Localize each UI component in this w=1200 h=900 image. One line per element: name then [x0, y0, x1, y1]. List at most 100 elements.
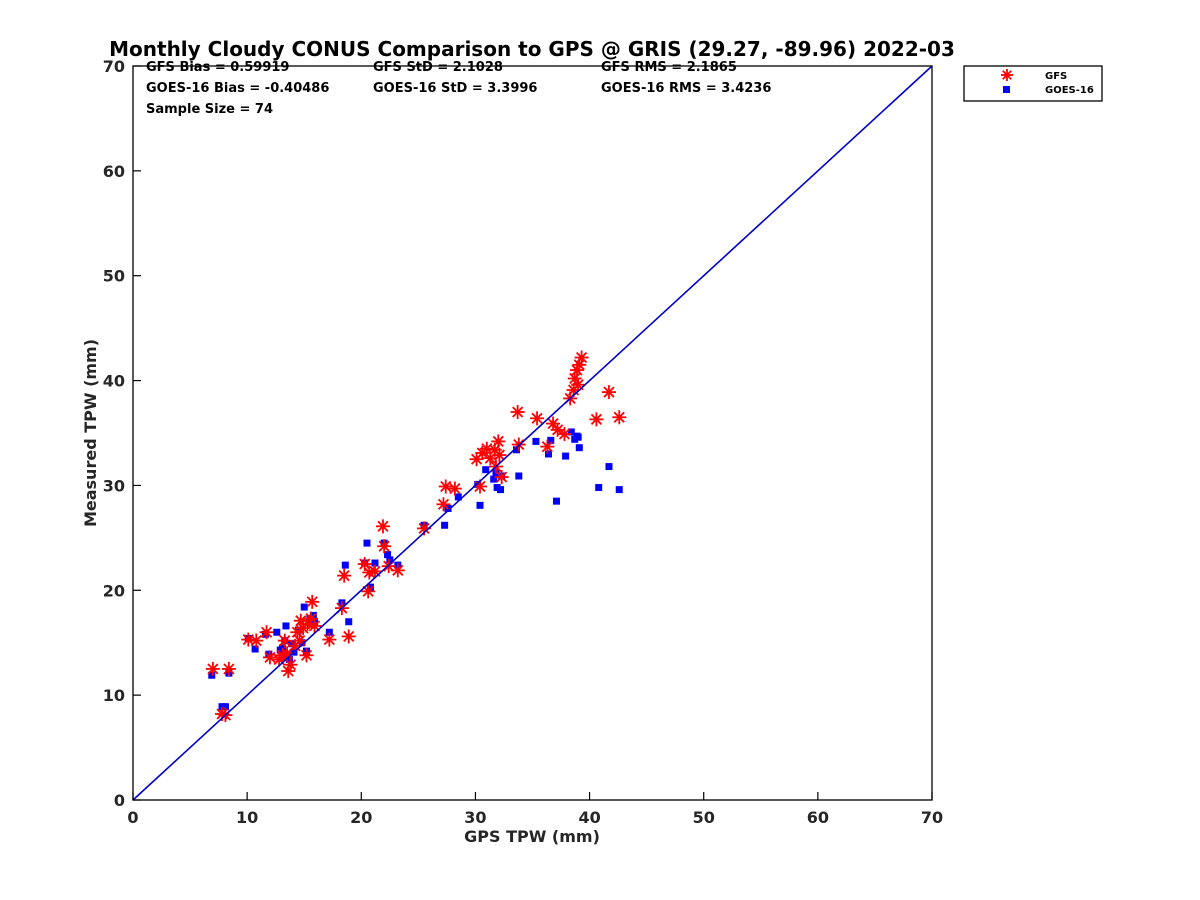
y-tick-label: 60	[103, 162, 125, 181]
goes16-point	[575, 444, 583, 452]
y-tick-label: 40	[103, 372, 125, 391]
gfs-point	[510, 405, 525, 420]
y-tick-label: 20	[103, 581, 125, 600]
legend-goes-marker	[1003, 86, 1010, 93]
legend: GFS GOES-16	[963, 65, 1103, 102]
plot-area	[132, 65, 933, 801]
gfs-rms-label: GFS RMS = 2.1865	[601, 60, 737, 75]
goes-rms-label: GOES-16 RMS = 3.4236	[601, 81, 771, 96]
x-axis-label: GPS TPW (mm)	[464, 827, 600, 846]
gfs-point	[304, 611, 319, 626]
one-to-one-line	[132, 65, 933, 801]
goes16-point	[386, 556, 394, 564]
x-tick-label: 50	[693, 808, 715, 827]
gfs-point	[277, 633, 292, 648]
y-tick-label: 0	[114, 791, 125, 810]
gfs-point	[299, 648, 314, 663]
gfs-point	[283, 657, 298, 672]
y-tick-label: 70	[103, 57, 125, 76]
gfs-point	[492, 448, 507, 463]
gfs-point	[361, 584, 376, 599]
goes16-point	[615, 486, 623, 494]
x-axis: 0 10 20 30 40 50 60 70	[127, 792, 943, 827]
gfs-point	[571, 377, 586, 392]
data-marks	[205, 350, 627, 723]
chart-title: Monthly Cloudy CONUS Comparison to GPS @…	[109, 37, 955, 61]
gfs-point	[337, 568, 352, 583]
gfs-point	[367, 564, 382, 579]
gfs-point	[601, 385, 616, 400]
x-tick-label: 70	[921, 808, 943, 827]
goes16-point	[513, 446, 521, 454]
gfs-point	[377, 539, 392, 554]
y-tick-label: 10	[103, 686, 125, 705]
x-tick-label: 30	[464, 808, 486, 827]
goes16-point	[497, 486, 505, 494]
x-tick-label: 10	[236, 808, 258, 827]
gfs-point	[322, 632, 337, 647]
gfs-point	[557, 427, 572, 442]
goes16-point	[208, 671, 216, 679]
gfs-std-label: GFS StD = 2.1028	[373, 60, 503, 75]
gfs-point	[390, 563, 405, 578]
legend-gfs-label: GFS	[1045, 71, 1067, 82]
gfs-point	[259, 625, 274, 640]
goes16-point	[454, 493, 462, 501]
y-axis: 0 10 20 30 40 50 60 70	[103, 57, 141, 810]
gfs-point	[341, 629, 356, 644]
x-tick-label: 0	[127, 808, 138, 827]
goes16-point	[300, 603, 308, 611]
goes16-point	[441, 521, 449, 529]
gfs-point	[589, 412, 604, 427]
gfs-point	[292, 633, 307, 648]
gfs-point	[249, 633, 264, 648]
gfs-point	[221, 661, 236, 676]
goes16-point	[476, 501, 484, 509]
y-tick-label: 50	[103, 267, 125, 286]
goes16-point	[366, 583, 374, 591]
y-axis-label: Measured TPW (mm)	[81, 339, 100, 527]
goes16-point	[265, 650, 273, 658]
gfs-point	[375, 519, 390, 534]
gfs-point	[530, 411, 545, 426]
legend-box	[963, 65, 1103, 102]
axes-box	[132, 65, 933, 801]
x-tick-label: 60	[807, 808, 829, 827]
goes16-point	[547, 436, 555, 444]
gfs-point	[447, 481, 462, 496]
gfs-point	[494, 470, 509, 485]
goes16-point	[251, 645, 259, 653]
x-tick-label: 20	[350, 808, 372, 827]
goes16-point	[221, 703, 229, 711]
goes16-point	[574, 433, 582, 441]
gfs-point	[574, 350, 589, 365]
goes16-point	[288, 640, 296, 648]
goes16-point	[363, 539, 371, 547]
goes16-point	[567, 428, 575, 436]
goes16-point	[515, 472, 523, 480]
legend-goes-label: GOES-16	[1045, 85, 1094, 96]
gfs-point	[540, 439, 555, 454]
gfs-point	[436, 497, 451, 512]
x-tick-label: 40	[578, 808, 600, 827]
gfs-point	[491, 434, 506, 449]
goes16-point	[544, 450, 552, 458]
gfs-point	[305, 594, 320, 609]
goes-std-label: GOES-16 StD = 3.3996	[373, 81, 537, 96]
gfs-point	[205, 661, 220, 676]
goes16-point	[490, 475, 498, 483]
stats-annotations: GFS Bias = 0.59919 GFS StD = 2.1028 GFS …	[146, 60, 771, 117]
legend-gfs-marker	[1001, 69, 1013, 81]
goes16-point	[341, 561, 349, 569]
goes16-point	[285, 655, 293, 663]
gfs-point	[357, 557, 372, 572]
y-tick-label: 30	[103, 476, 125, 495]
gfs-bias-label: GFS Bias = 0.59919	[146, 60, 289, 75]
goes16-point	[273, 628, 281, 636]
goes16-point	[482, 466, 490, 474]
goes16-point	[384, 551, 392, 559]
goes16-point	[562, 452, 570, 460]
gfs-point	[262, 650, 277, 665]
goes16-point	[371, 559, 379, 567]
